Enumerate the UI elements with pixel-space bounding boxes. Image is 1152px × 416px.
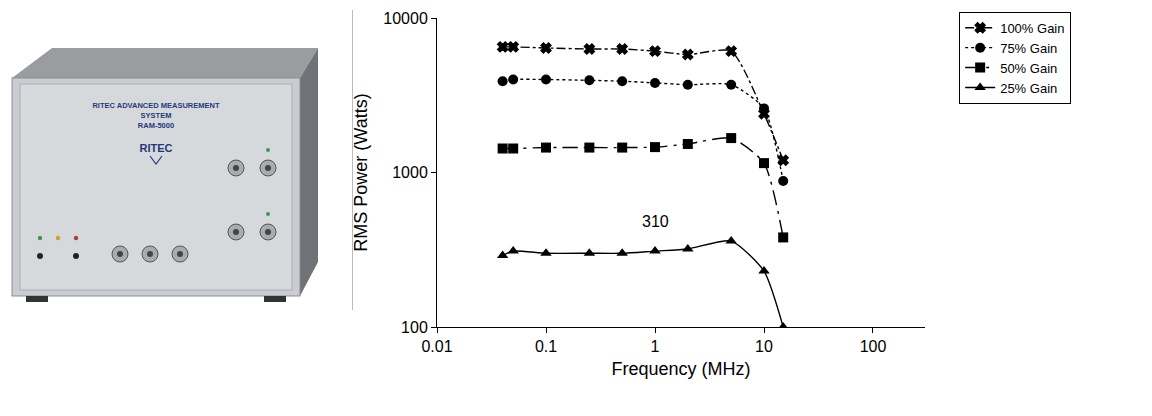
svg-text:100% Gain: 100% Gain: [1000, 21, 1064, 36]
svg-text:100: 100: [401, 319, 428, 336]
svg-text:0.01: 0.01: [421, 338, 452, 355]
svg-text:0.1: 0.1: [535, 338, 557, 355]
svg-text:1: 1: [651, 338, 660, 355]
svg-text:10000: 10000: [383, 10, 428, 27]
svg-text:10: 10: [755, 338, 773, 355]
svg-text:SYSTEM: SYSTEM: [141, 111, 172, 120]
svg-text:RAM-5000: RAM-5000: [138, 121, 174, 130]
svg-text:RITEC ADVANCED MEASUREMENT: RITEC ADVANCED MEASUREMENT: [92, 101, 220, 110]
svg-text:50% Gain: 50% Gain: [1000, 61, 1057, 76]
svg-text:75% Gain: 75% Gain: [1000, 41, 1057, 56]
svg-text:RITEC: RITEC: [140, 142, 173, 154]
svg-text:100: 100: [860, 338, 887, 355]
svg-text:1000: 1000: [392, 164, 428, 181]
svg-text:RMS Power (Watts): RMS Power (Watts): [351, 93, 371, 251]
svg-text:310: 310: [642, 213, 669, 230]
svg-text:Frequency (MHz): Frequency (MHz): [611, 359, 750, 379]
svg-text:25% Gain: 25% Gain: [1000, 81, 1057, 96]
